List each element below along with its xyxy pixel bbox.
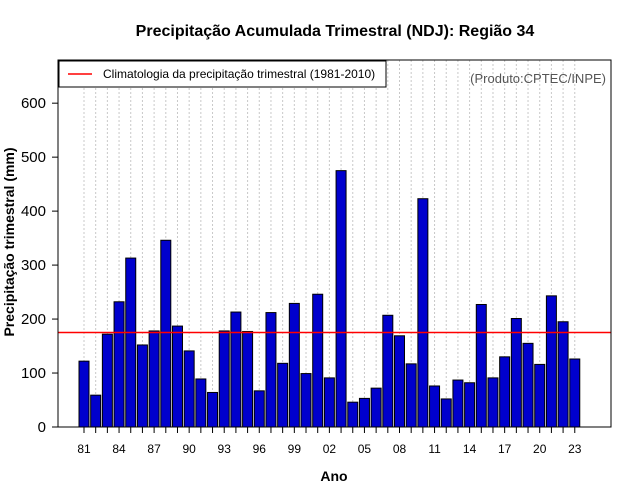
bar-1989	[171, 325, 183, 428]
x-tick-label: 11	[428, 442, 441, 456]
x-tick-label: 90	[182, 442, 196, 456]
bar-2016	[487, 377, 499, 428]
bar-2023	[569, 358, 581, 428]
bar-1991	[195, 378, 207, 428]
bar-2000	[300, 373, 312, 428]
x-tick-label: 02	[323, 442, 337, 456]
x-tick-label: 17	[498, 442, 512, 456]
bar-2020	[534, 363, 546, 428]
bar-2018	[510, 318, 522, 428]
y-axis-label: Precipitação trimestral (mm)	[1, 147, 17, 336]
bar-1993	[218, 330, 230, 428]
y-tick-label: 100	[21, 365, 46, 382]
x-tick-label: 96	[253, 442, 267, 456]
bar-2005	[358, 397, 370, 428]
bar-2002	[323, 377, 335, 428]
source-label: (Produto:CPTEC/INPE)	[470, 71, 606, 86]
bar-1986	[136, 344, 148, 428]
bar-2010	[417, 198, 429, 428]
y-axis: 0 100 200 300 400 500 600	[21, 95, 58, 436]
bar-1987	[148, 330, 160, 428]
bar-1992	[207, 391, 219, 428]
x-tick-label: 05	[358, 442, 372, 456]
legend-box	[58, 60, 387, 88]
bar-2006	[370, 387, 382, 428]
x-tick-label: 81	[77, 442, 91, 456]
bar-1990	[183, 350, 195, 428]
bar-1983	[101, 333, 113, 428]
x-tick-label: 23	[568, 442, 582, 456]
bar-2011	[429, 385, 441, 428]
bar-2012	[440, 398, 452, 428]
y-tick-label: 300	[21, 257, 46, 274]
legend-label: Climatologia da precipitação trimestral …	[103, 67, 375, 81]
bar-2001	[312, 293, 324, 428]
bar-2013	[452, 379, 464, 428]
x-tick-label: 20	[533, 442, 547, 456]
bar-1997	[265, 312, 277, 428]
bar-1985	[125, 257, 137, 428]
y-tick-label: 600	[21, 95, 46, 112]
legend: Climatologia da precipitação trimestral …	[58, 60, 387, 88]
bar-2021	[545, 295, 557, 428]
bar-1981	[78, 360, 90, 428]
x-tick-label: 93	[218, 442, 232, 456]
bar-2014	[464, 382, 476, 428]
bar-2003	[335, 170, 347, 428]
x-tick-label: 14	[463, 442, 477, 456]
bar-2008	[393, 335, 405, 428]
bar-2019	[522, 342, 534, 428]
x-tick-label: 84	[112, 442, 126, 456]
chart-title: Precipitação Acumulada Trimestral (NDJ):…	[136, 23, 535, 40]
bar-2004	[347, 401, 359, 428]
bar-1994	[230, 311, 242, 428]
bar-1982	[90, 394, 102, 428]
y-tick-label: 400	[21, 203, 46, 220]
y-tick-label: 0	[38, 419, 46, 436]
x-tick-label: 99	[288, 442, 302, 456]
bars	[78, 170, 581, 428]
bar-1996	[253, 390, 265, 428]
bar-1988	[160, 239, 172, 428]
bar-2015	[475, 303, 487, 428]
bar-2022	[557, 321, 569, 428]
x-axis: 81 84 87 90 93 96 99 02 05 08 11 14 17 20 23	[77, 426, 582, 456]
y-tick-label: 500	[21, 149, 46, 166]
x-tick-label: 08	[393, 442, 407, 456]
bar-1995	[242, 330, 254, 428]
x-tick-label: 87	[147, 442, 161, 456]
bar-2017	[499, 356, 511, 428]
bar-1999	[288, 302, 300, 428]
bar-1984	[113, 301, 125, 428]
y-tick-label: 200	[21, 311, 46, 328]
x-axis-label: Ano	[320, 468, 347, 484]
bar-2009	[405, 363, 417, 428]
bar-1998	[277, 362, 289, 428]
